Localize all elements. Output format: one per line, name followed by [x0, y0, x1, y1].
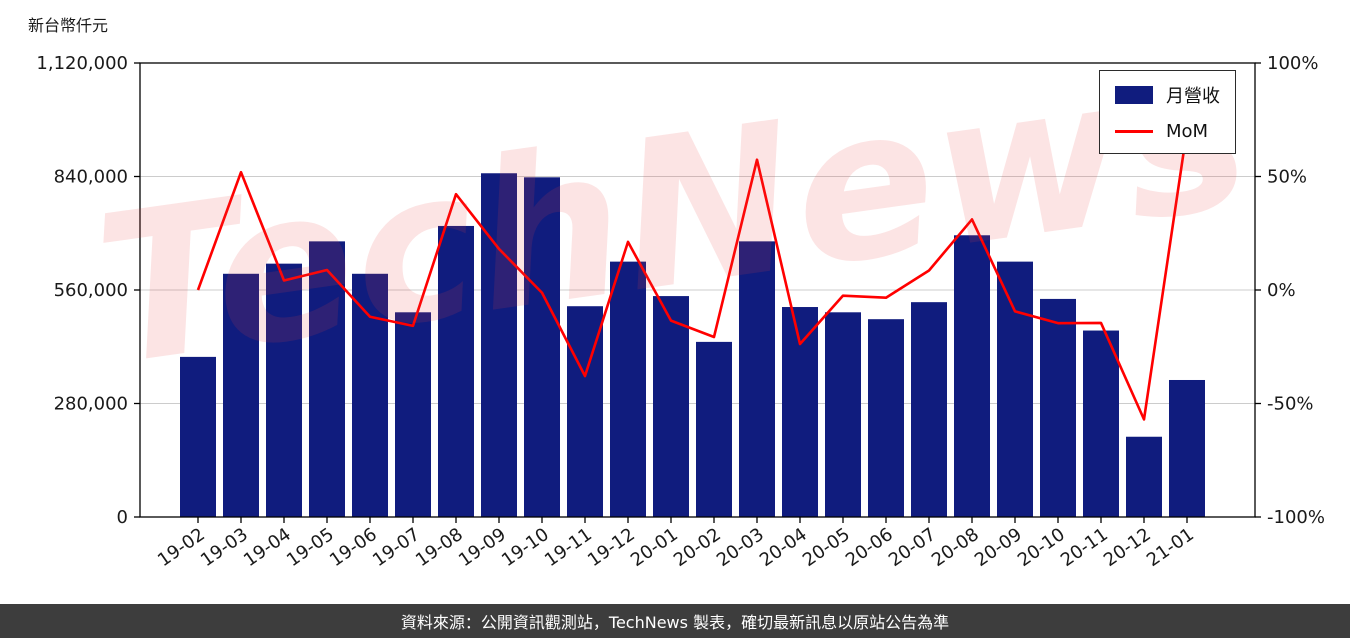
x-axis-tick-label: 20-05: [799, 524, 854, 571]
x-axis-tick-label: 19-02: [154, 524, 209, 571]
x-axis-tick-label: 20-02: [670, 524, 725, 571]
right-axis-tick-label: 100%: [1267, 53, 1318, 74]
revenue-bar: [223, 273, 259, 517]
x-axis-tick-label: 19-03: [197, 524, 252, 571]
x-axis-tick-label: 19-10: [498, 524, 553, 571]
left-axis-title: 新台幣仟元: [28, 16, 109, 35]
revenue-bar: [1083, 330, 1119, 517]
x-axis-tick-label: 20-03: [713, 524, 768, 571]
revenue-bar: [180, 356, 216, 517]
revenue-bar: [266, 263, 302, 517]
x-axis-tick-label: 19-09: [455, 524, 510, 571]
right-axis-tick-label: 0%: [1267, 280, 1296, 301]
revenue-bar: [352, 273, 388, 517]
x-axis-tick-label: 21-01: [1143, 524, 1198, 571]
legend-row-revenue: 月營收: [1115, 82, 1220, 108]
legend-label-revenue: 月營收: [1166, 86, 1220, 107]
x-axis-tick-label: 20-09: [971, 524, 1026, 571]
revenue-bar: [1126, 436, 1162, 517]
revenue-bar: [395, 312, 431, 517]
revenue-bar: [481, 173, 517, 517]
revenue-bar: [954, 235, 990, 517]
x-axis-tick-label: 20-04: [756, 524, 811, 571]
revenue-bar: [1169, 379, 1205, 517]
legend-label-mom: MoM: [1166, 121, 1209, 142]
revenue-bar: [309, 241, 345, 517]
left-axis-tick-label: 280,000: [54, 394, 128, 415]
right-axis-tick-label: -50%: [1267, 394, 1314, 415]
x-axis-tick-label: 20-01: [627, 524, 682, 571]
revenue-bar: [997, 261, 1033, 517]
revenue-bar: [825, 312, 861, 517]
left-axis-tick-label: 0: [117, 507, 128, 528]
x-axis-tick-label: 20-06: [842, 524, 897, 571]
revenue-bar: [438, 225, 474, 518]
legend-row-mom: MoM: [1115, 121, 1220, 142]
revenue-mom-chart: 0 280,000 560,000 840,000 1,120,000 -100% -50%…: [36, 53, 1325, 571]
left-axis-tick-label: 560,000: [54, 280, 128, 301]
mom-line-swatch: [1115, 130, 1153, 133]
x-axis-tick-label: 20-10: [1014, 524, 1069, 571]
source-footer-bar: 資料來源：公開資訊觀測站，TechNews 製表，確切最新訊息以原站公告為準: [0, 604, 1350, 638]
revenue-bar: [524, 177, 560, 517]
x-axis-tick-label: 19-12: [584, 524, 639, 571]
revenue-bar: [610, 261, 646, 517]
left-axis-tick-label: 1,120,000: [36, 53, 128, 74]
x-axis-tick-label: 19-04: [240, 524, 295, 571]
x-axis-tick-label: 20-07: [885, 524, 940, 571]
chart-legend: 月營收 MoM: [1099, 70, 1236, 154]
right-axis-tick-label: 50%: [1267, 167, 1307, 188]
x-axis-tick-label: 19-05: [283, 524, 338, 571]
mom-line: [196, 129, 1189, 421]
x-axis-tick-label: 20-11: [1057, 524, 1112, 571]
x-axis-tick-label: 19-07: [369, 524, 424, 571]
x-axis-tick-label: 19-08: [412, 524, 467, 571]
x-axis-tick-label: 20-08: [928, 524, 983, 571]
revenue-bar: [696, 341, 732, 517]
source-footer-text: 資料來源：公開資訊觀測站，TechNews 製表，確切最新訊息以原站公告為準: [400, 613, 950, 632]
x-axis-tick-label: 20-12: [1100, 524, 1155, 571]
right-axis-tick-label: -100%: [1267, 507, 1325, 528]
revenue-bar: [653, 296, 689, 517]
left-axis-tick-label: 840,000: [54, 167, 128, 188]
x-axis-tick-label: 19-06: [326, 524, 381, 571]
revenue-bar: [1040, 298, 1076, 517]
revenue-bar: [739, 241, 775, 517]
revenue-bar: [868, 319, 904, 517]
x-axis-tick-label: 19-11: [541, 524, 596, 571]
revenue-bar: [911, 302, 947, 517]
revenue-bar-swatch: [1115, 86, 1153, 104]
